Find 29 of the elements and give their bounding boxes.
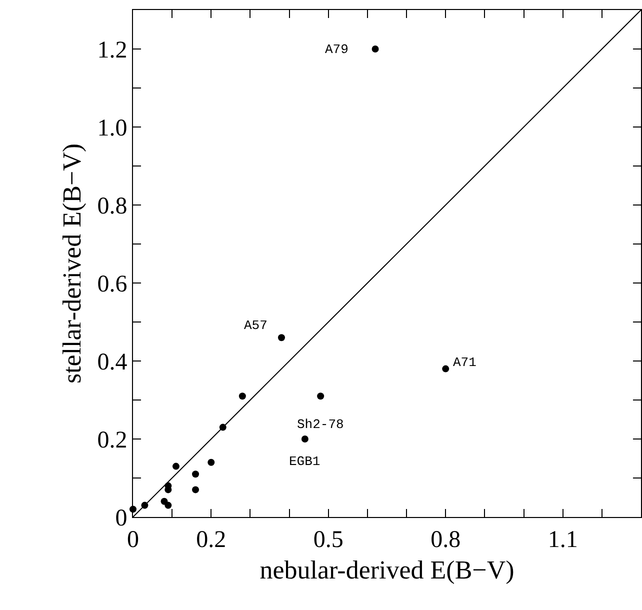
x-tick-label: 0.5 <box>313 526 344 553</box>
point <box>192 470 200 478</box>
point <box>208 458 215 466</box>
y-axis-title: stellar-derived E(B−V) <box>58 143 87 384</box>
y-tick-label: 0.4 <box>97 349 128 376</box>
x-tick-label: 0.8 <box>430 526 461 553</box>
y-tick-label: 0 <box>115 505 128 532</box>
point <box>172 462 180 470</box>
point <box>238 392 246 400</box>
point <box>192 486 200 494</box>
annotation: Sh2-78 <box>297 417 344 432</box>
point <box>372 46 379 52</box>
y-tick-label: 0.8 <box>97 193 128 220</box>
point <box>317 392 324 400</box>
annotation: EGB1 <box>289 454 320 469</box>
point <box>278 334 285 342</box>
x-axis-title: nebular-derived E(B−V) <box>260 556 514 584</box>
point <box>301 436 308 442</box>
point <box>164 502 172 509</box>
y-tick-label: 1.0 <box>97 115 128 142</box>
y-tick-label: 1.2 <box>97 37 128 64</box>
annotation: A79 <box>325 42 348 57</box>
annotation: A71 <box>453 355 477 370</box>
point <box>442 365 450 372</box>
annotation: A57 <box>244 318 268 333</box>
x-tick-label: 0.2 <box>196 526 226 553</box>
y-tick-label: 0.6 <box>97 271 128 298</box>
y-tick-label: 0.2 <box>97 427 128 454</box>
x-tick-label: 1.1 <box>548 526 578 553</box>
